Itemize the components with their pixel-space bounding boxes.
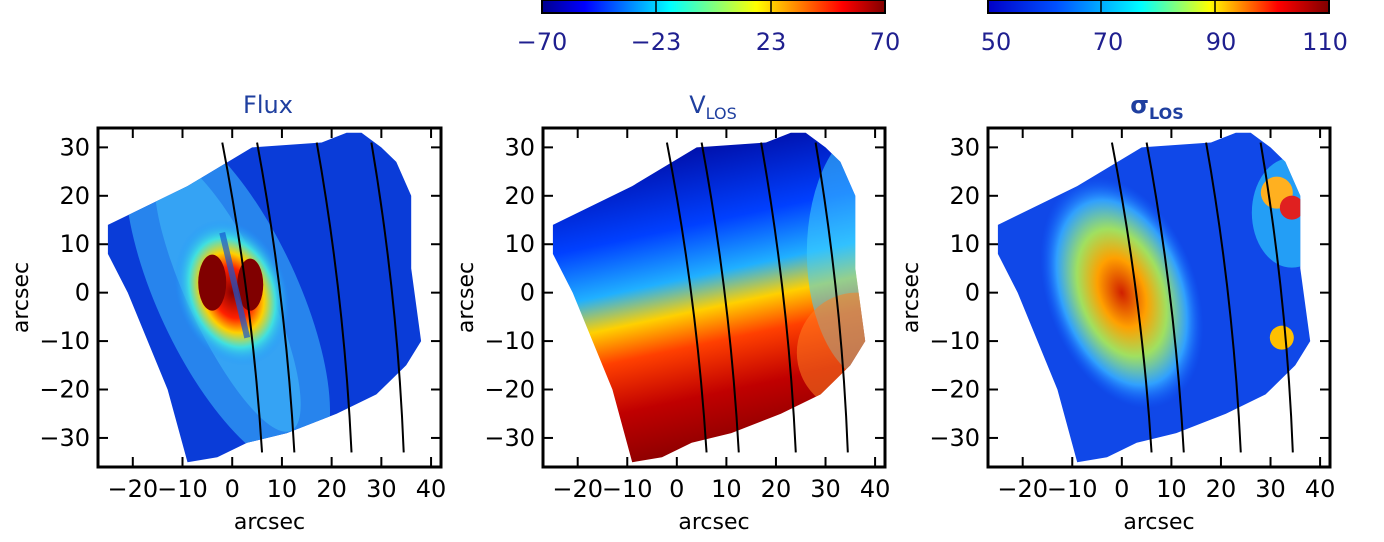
sigma-title-sub: LOS [1149, 104, 1184, 123]
y-tick-label: −10 [39, 327, 90, 355]
contour-line [1205, 142, 1242, 453]
y-axis-label: arcsec [899, 262, 924, 333]
contour-line [1145, 142, 1185, 453]
x-tick-label: −10 [602, 475, 653, 503]
y-tick-label: 20 [504, 182, 535, 210]
axes-frame [986, 126, 1332, 469]
contour-line [665, 142, 708, 453]
colorbar-1-tick-label: 23 [756, 28, 787, 56]
velocity-outer-orange [796, 292, 866, 413]
contour-line [1110, 142, 1153, 453]
contour-line [315, 142, 353, 453]
y-tick-label: −30 [484, 424, 535, 452]
axes-frame [96, 126, 443, 469]
y-tick-label: −10 [929, 327, 980, 355]
contour-line [814, 142, 849, 453]
field-map [552, 132, 866, 463]
y-tick-label: −20 [39, 376, 90, 404]
y-tick-label: 10 [949, 230, 980, 258]
x-tick-label: −20 [997, 475, 1048, 503]
sigma-title-main: σ [1130, 91, 1149, 119]
y-tick-label: 30 [949, 133, 980, 161]
x-tick-label: 0 [1114, 475, 1129, 503]
y-tick-label: −10 [484, 327, 535, 355]
field-map [107, 132, 422, 463]
colorbar-2-tick-labels: 50 70 90 110 [981, 28, 1348, 56]
panel-1: −20 −10 0 10 20 30 403020100−10−20−30arcsecarc… [9, 126, 447, 535]
vlos-title-sub: LOS [706, 104, 737, 123]
sigma-title: σLOS [1130, 91, 1183, 123]
flux-title: Flux [243, 91, 293, 119]
x-tick-label: −10 [157, 475, 208, 503]
x-tick-label: −20 [107, 475, 158, 503]
y-tick-label: 0 [965, 279, 980, 307]
y-axis-label: arcsec [9, 262, 34, 333]
x-tick-label: 40 [416, 475, 447, 503]
flux-bulge [174, 219, 290, 366]
x-axis-label: arcsec [678, 510, 749, 535]
x-tick-label: 30 [366, 475, 397, 503]
contour-line [370, 142, 405, 453]
x-tick-label: 10 [1156, 475, 1187, 503]
x-tick-label: 30 [810, 475, 841, 503]
y-tick-label: 10 [59, 230, 90, 258]
x-tick-label: 10 [711, 475, 742, 503]
colorbar-1 [541, 0, 886, 14]
panel-3: −20−10 0 10 20 30 403020100−10−20−30arcsecarc… [899, 126, 1336, 535]
x-tick-label: 10 [267, 475, 298, 503]
panel-2: −20−10 0 10 20 30 403020100−10−20−30arcsecarc… [454, 126, 891, 535]
dispersion-bin-yellow [1269, 325, 1294, 350]
colorbar-1-tick-label: −23 [631, 28, 682, 56]
y-tick-label: 30 [504, 133, 535, 161]
axes-frame [541, 126, 887, 469]
colorbar-1-tick-label: 70 [870, 28, 901, 56]
dispersion-bin-red [1279, 195, 1304, 220]
y-tick-label: −20 [929, 376, 980, 404]
contour-line [760, 142, 797, 453]
vlos-title: VLOS [689, 91, 737, 123]
colorbar-2-tick-label: 110 [1302, 28, 1348, 56]
colorbars [541, 0, 1330, 14]
x-tick-label: −10 [1047, 475, 1098, 503]
y-tick-label: −30 [39, 424, 90, 452]
x-tick-label: 0 [669, 475, 684, 503]
flux-peak-left [198, 254, 227, 311]
colorbar-2-tick-label: 50 [981, 28, 1012, 56]
x-tick-label: 20 [1206, 475, 1237, 503]
x-tick-label: 30 [1255, 475, 1286, 503]
contour-line [221, 142, 264, 453]
y-tick-label: −20 [484, 376, 535, 404]
colorbar-2-tick-label: 90 [1206, 28, 1237, 56]
x-axis-label: arcsec [1123, 510, 1194, 535]
y-tick-label: 30 [59, 133, 90, 161]
x-tick-label: 0 [225, 475, 240, 503]
y-tick-label: 0 [520, 279, 535, 307]
x-axis-label: arcsec [234, 510, 305, 535]
colorbar-1-tick-label: −70 [517, 28, 568, 56]
field-map [997, 132, 1311, 463]
flux-dust-lane [219, 231, 251, 339]
x-tick-label: 40 [860, 475, 891, 503]
panels: −20 −10 0 10 20 30 403020100−10−20−30arcsecarc… [9, 126, 1336, 535]
contour-line [256, 142, 296, 453]
x-tick-label: −20 [552, 475, 603, 503]
y-tick-label: 10 [504, 230, 535, 258]
y-tick-label: 20 [59, 182, 90, 210]
colorbar-2-tick-label: 70 [1093, 28, 1124, 56]
contour-line [1259, 142, 1294, 453]
colorbar-1-tick-labels: −70 −23 23 70 [517, 28, 901, 56]
y-tick-label: 20 [949, 182, 980, 210]
y-axis-label: arcsec [454, 262, 479, 333]
x-tick-label: 40 [1305, 475, 1336, 503]
x-tick-label: 20 [761, 475, 792, 503]
contour-line [700, 142, 740, 453]
vlos-title-main: V [689, 91, 706, 119]
y-tick-label: −30 [929, 424, 980, 452]
y-tick-label: 0 [75, 279, 90, 307]
panel-titles: Flux VLOS σLOS [243, 91, 1184, 123]
x-tick-label: 20 [316, 475, 347, 503]
colorbar-2 [987, 0, 1330, 14]
